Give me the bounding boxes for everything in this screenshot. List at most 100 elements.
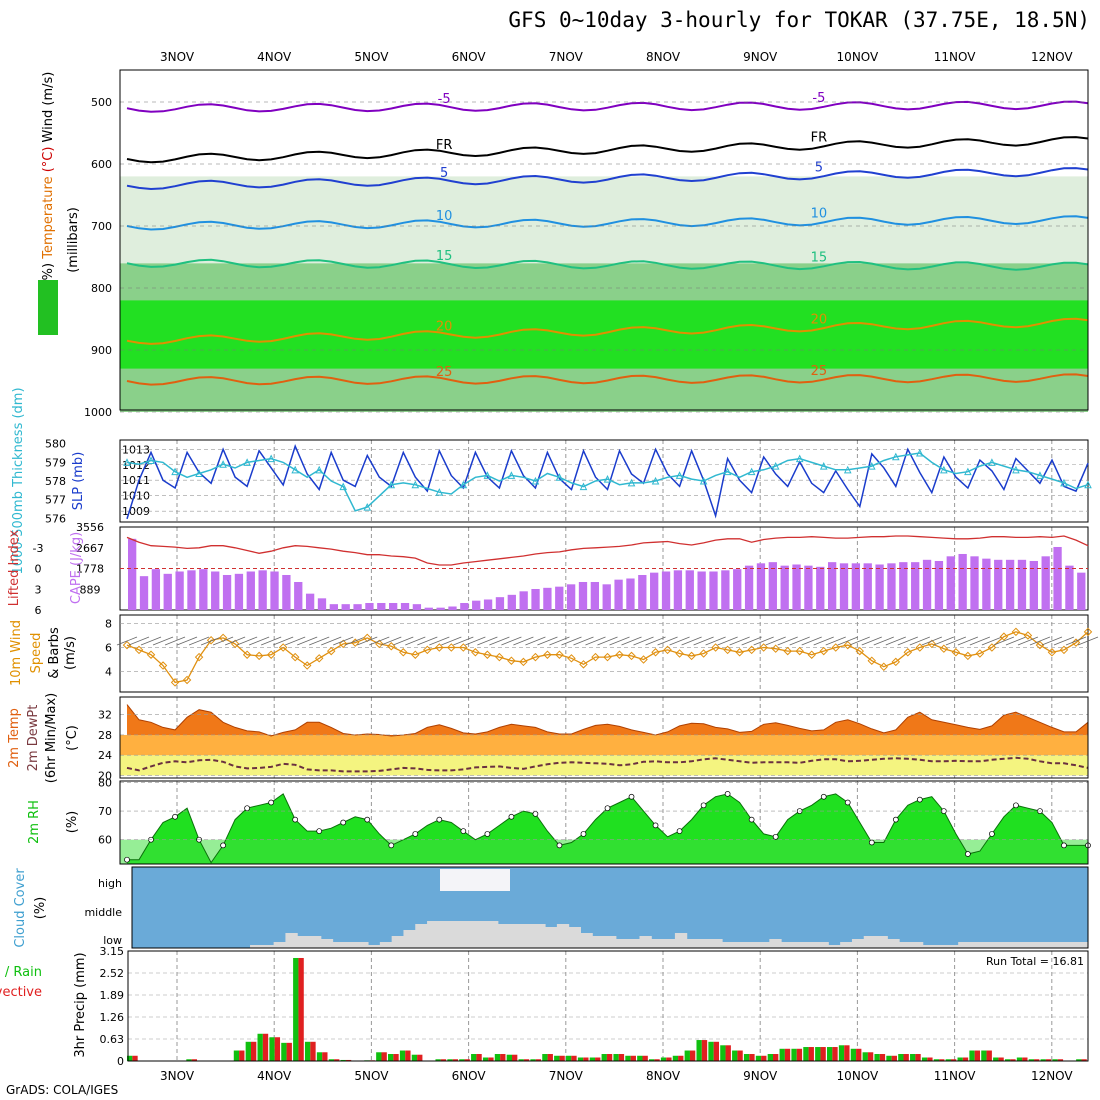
cape-bar (875, 564, 884, 610)
precip-convective-bar (298, 957, 304, 1061)
cloud-low-bar (651, 939, 664, 948)
wind-speed-point (819, 646, 828, 656)
wind-barb (140, 636, 162, 646)
wind-speed-point (483, 650, 492, 659)
isotherm-label: 15 (436, 249, 453, 264)
temp-band-cool (120, 755, 1088, 776)
wind-barb (128, 636, 150, 646)
li-ylabel-part: Lifted Index (7, 529, 22, 606)
precip-convective-bar (832, 1047, 838, 1061)
rh-ylabel-part: 2m RH (27, 800, 42, 844)
wind-barb (405, 636, 426, 646)
rh-tick: 70 (98, 805, 112, 818)
thickness-tick: 580 (45, 438, 66, 451)
cloud-low-bar (1017, 942, 1030, 948)
cape-bar (128, 538, 137, 610)
precip-total-bar (637, 1055, 643, 1061)
precip-convective-bar (523, 1059, 530, 1061)
wind-speed-point (951, 648, 961, 657)
precip-total-bar (660, 1057, 667, 1061)
thickness-tick: 579 (45, 456, 66, 469)
thickness-point (579, 482, 588, 491)
wind-speed-point (278, 643, 288, 652)
wind-barb (849, 636, 870, 646)
rh-frame (119, 780, 1089, 865)
precip-convective-bar (666, 1057, 672, 1061)
temp-area (127, 704, 1088, 736)
cloud-low-bar (828, 945, 841, 948)
wind-speed-point (783, 646, 792, 656)
cape-ylabel-part: CAPE (J/kg) (69, 532, 84, 604)
wind-speed-point (363, 633, 372, 643)
wind-speed-point (531, 652, 540, 662)
cloud-low-bar (816, 942, 829, 948)
cloud-layer-label: low (103, 934, 122, 947)
isotherm-label: 5 (815, 160, 823, 175)
wind-speed-point (591, 652, 600, 662)
rh-point (868, 839, 875, 846)
wind-speed-point (687, 651, 696, 661)
cape-bar (1017, 559, 1027, 610)
precip-total-bar (518, 1059, 524, 1061)
precip-total-bar (447, 1059, 453, 1061)
cloud-low-bar (521, 924, 534, 948)
wind-speed-point (963, 651, 973, 661)
wind-speed-point (350, 638, 360, 647)
precip-total-bar (482, 1057, 489, 1061)
wind-speed-point (218, 633, 228, 643)
thickness-point (651, 476, 660, 485)
isotherm-line (126, 167, 1089, 191)
rh-point (628, 793, 635, 800)
rh-tick: 80 (98, 776, 112, 789)
precip-total-bar (755, 1055, 762, 1061)
thickness-point (195, 469, 203, 478)
cloud-low-bar (438, 921, 452, 948)
cross-section-ylabel-part: (°C) (41, 142, 56, 172)
precip-convective-bar (725, 1045, 731, 1061)
rh-point (724, 791, 731, 797)
wind-speed-point (723, 645, 732, 655)
cape-bar (934, 560, 944, 610)
cape-bar (946, 556, 955, 610)
cape-bar (270, 571, 279, 610)
cape-bar (436, 607, 445, 610)
precip-convective-bar (476, 1054, 482, 1061)
precip-total-bar (127, 1055, 133, 1061)
precip-total-bar (257, 1033, 263, 1061)
date-label-top: 3NOV (160, 50, 195, 64)
precip-convective-bar (239, 1050, 245, 1061)
wind-speed-point (747, 645, 756, 655)
wind-tick: 6 (105, 641, 112, 654)
cape-bar (317, 598, 327, 610)
wind-speed-point (795, 646, 804, 656)
date-label-bottom: 11NOV (934, 1069, 976, 1083)
precip-convective-bar (559, 1055, 565, 1061)
precip-total-bar (933, 1059, 940, 1061)
wind-barb (933, 636, 954, 646)
thickness-point (147, 456, 155, 464)
cloud-low-bar (840, 942, 853, 948)
wind-barb (801, 636, 822, 646)
rh-point (580, 831, 587, 837)
temp-units-part: (°C) (65, 725, 80, 751)
cape-bar (199, 569, 208, 610)
cape-bar (543, 587, 552, 610)
wind-barb (261, 636, 282, 646)
precip-total-bar (862, 1052, 868, 1061)
slp-ylabel-part: SLP (mb) (71, 452, 86, 511)
wind-speed-point (1071, 638, 1081, 647)
wind-barb (969, 636, 991, 646)
precip-convective-bar (583, 1057, 589, 1061)
cloud-layer-label: high (98, 877, 122, 890)
wind-barb (741, 636, 762, 646)
precip-convective-bar (262, 1033, 269, 1061)
series-line-slp (126, 444, 1089, 520)
precip-convective-bar (440, 1059, 447, 1061)
precip-convective-bar (879, 1054, 886, 1061)
cape-bar (922, 559, 932, 610)
precip-total-bar (471, 1054, 477, 1061)
rh-point (1061, 842, 1067, 849)
wind-barb (224, 636, 246, 646)
rh-point (220, 842, 226, 849)
